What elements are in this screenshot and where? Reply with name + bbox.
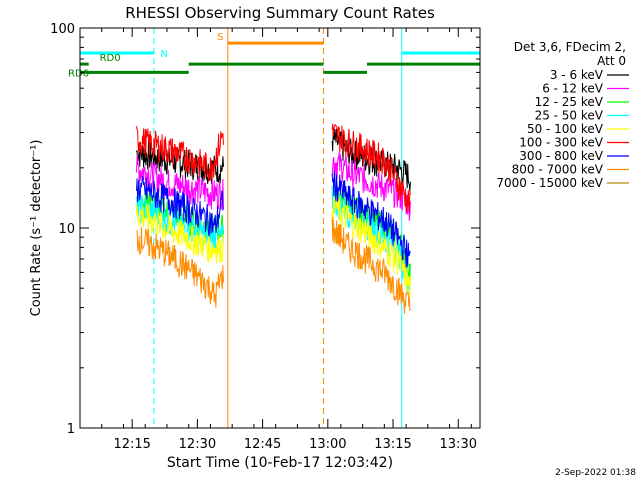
x-tick-label: 13:30 — [440, 437, 477, 452]
x-tick-label: 12:30 — [179, 437, 216, 452]
flag-bar-label: N — [160, 49, 167, 60]
legend-entry-label: 100 - 300 keV — [519, 136, 603, 150]
legend-header-line-2: Att 0 — [597, 54, 626, 68]
flag-bars: N S RD0 RD6 — [68, 32, 480, 79]
legend-entry-label: 50 - 100 keV — [527, 122, 604, 136]
series-line — [136, 175, 224, 237]
x-tick-label: 13:00 — [309, 437, 346, 452]
series-line — [136, 126, 224, 182]
x-axis-label: Start Time (10-Feb-17 12:03:42) — [167, 455, 393, 471]
chart-title: RHESSI Observing Summary Count Rates — [125, 4, 435, 22]
y-axis-label: Count Rate (s⁻¹ detector⁻¹) — [29, 140, 44, 317]
y-axis: 1 10 100 — [50, 22, 480, 437]
series-line — [331, 170, 411, 268]
flag-bar-label: RD6 — [68, 68, 89, 79]
flag-bar-label: S — [217, 32, 223, 43]
legend-entry-label: 800 - 7000 keV — [512, 163, 604, 177]
flag-bar-label: RD0 — [100, 53, 121, 64]
series-line — [331, 123, 411, 213]
footer-timestamp: 2-Sep-2022 01:38 — [555, 468, 636, 478]
x-tick-label: 12:45 — [244, 437, 281, 452]
series-line — [136, 154, 224, 211]
legend-header-line-1: Det 3,6, FDecim 2, — [514, 40, 626, 54]
legend-entry-label: 12 - 25 keV — [535, 95, 604, 109]
legend-entry-label: 25 - 50 keV — [535, 109, 604, 123]
y-tick-label: 10 — [58, 222, 75, 237]
series-line — [136, 203, 224, 264]
legend-entry-label: 300 - 800 keV — [519, 149, 603, 163]
y-tick-label: 1 — [67, 422, 75, 437]
series-line — [331, 193, 411, 298]
legend-entry-label: 6 - 12 keV — [542, 82, 604, 96]
x-tick-label: 13:15 — [374, 437, 411, 452]
y-tick-label: 100 — [50, 22, 75, 37]
legend-entry-label: 3 - 6 keV — [550, 68, 604, 82]
x-axis: 12:15 12:30 12:45 13:00 13:15 13:30 — [79, 28, 477, 452]
legend-entry-label: 7000 - 15000 keV — [496, 176, 603, 190]
x-tick-label: 12:15 — [113, 437, 150, 452]
series-line — [331, 151, 411, 221]
series-line — [331, 216, 411, 314]
data-series — [136, 123, 411, 314]
series-line — [136, 226, 224, 308]
